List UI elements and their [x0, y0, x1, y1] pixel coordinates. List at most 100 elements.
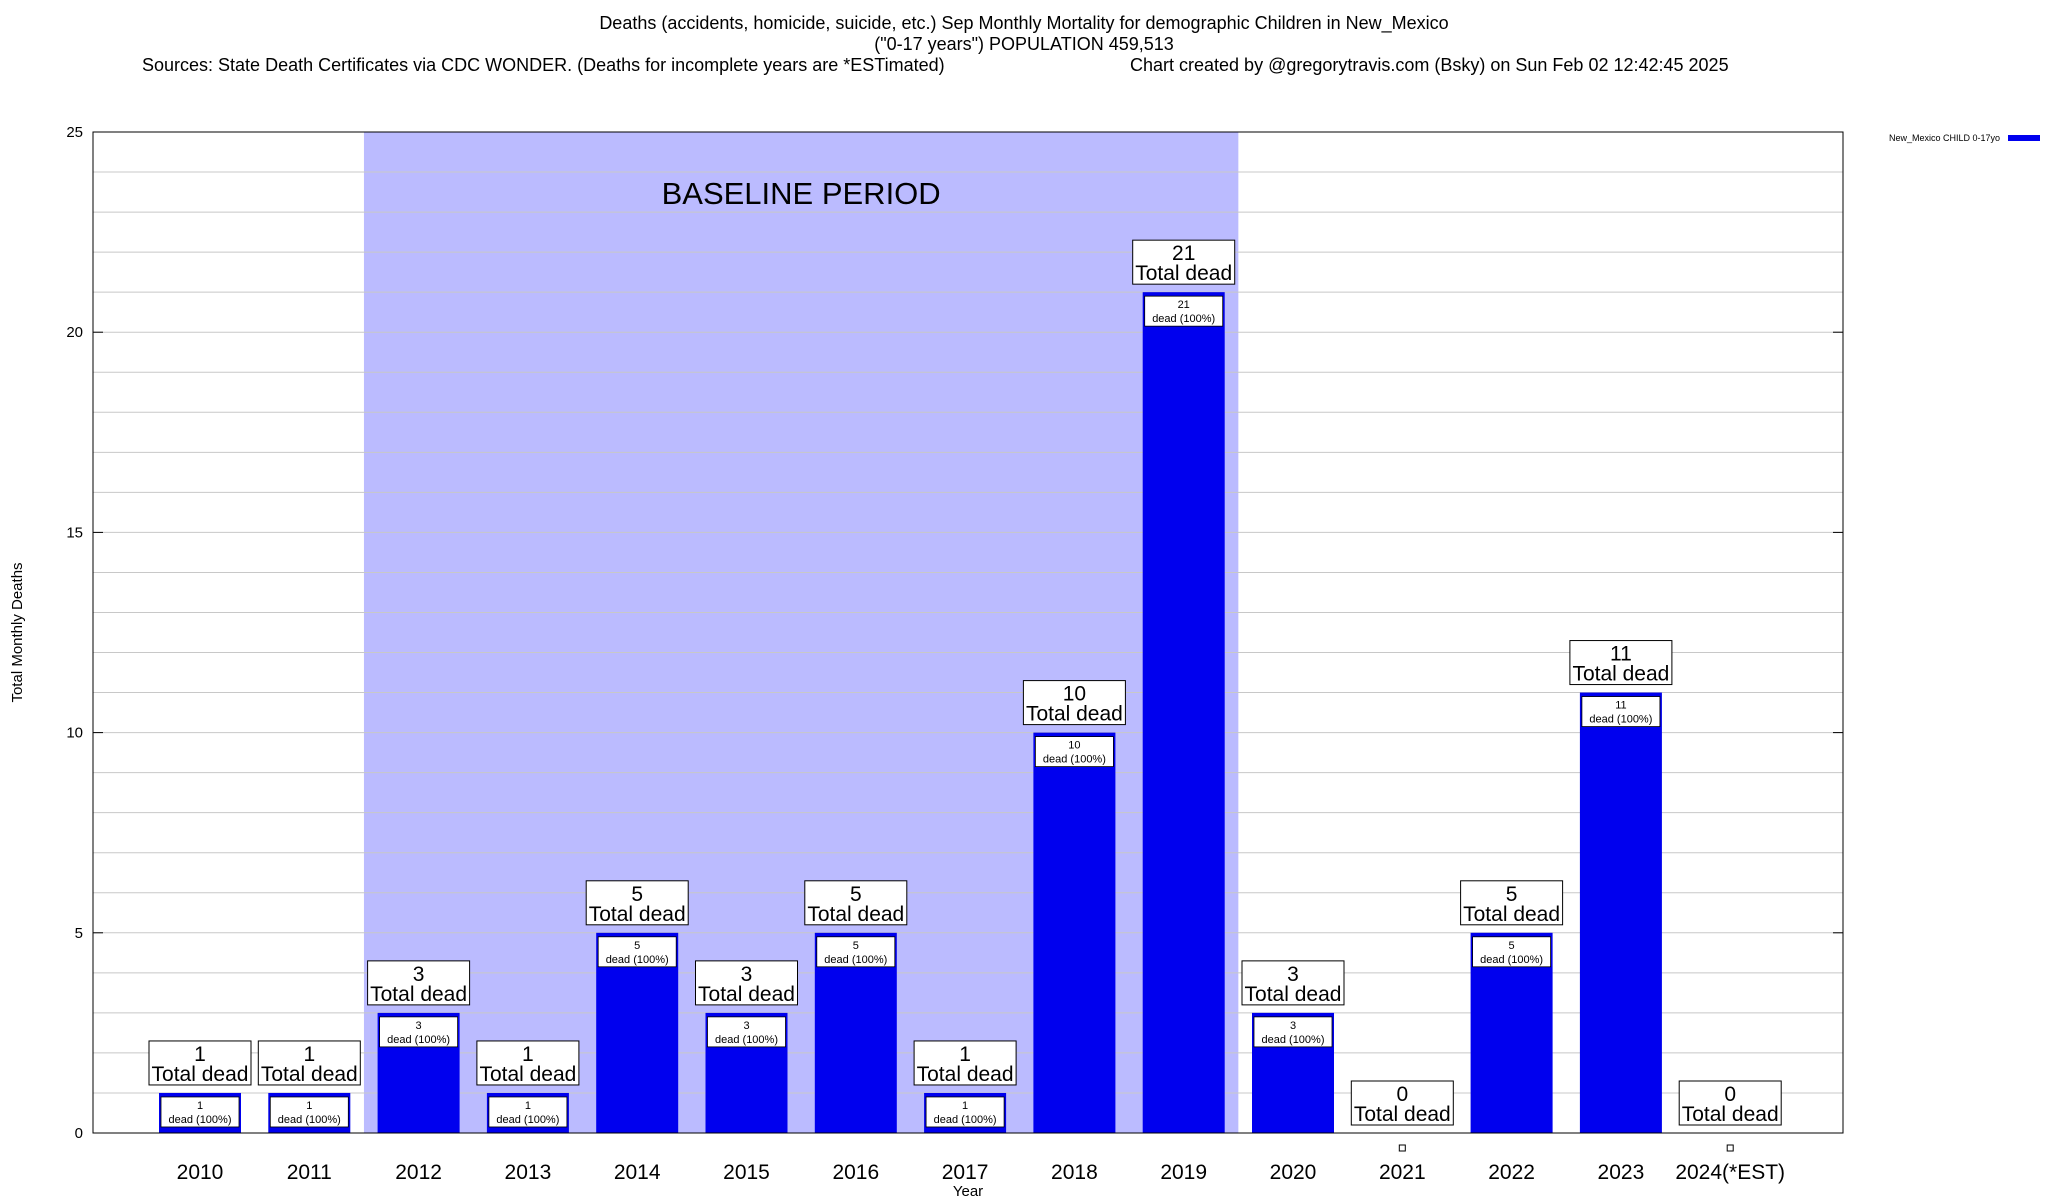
bar-inner-label-text: dead (100%) [606, 954, 669, 966]
x-tick-label: 2021 [1379, 1161, 1426, 1184]
bar-inner-label-value: 3 [743, 1020, 749, 1032]
bar [1033, 732, 1116, 1133]
total-label-text: Total dead [1572, 663, 1669, 686]
bar-inner-label-text: dead (100%) [387, 1034, 450, 1046]
bar-inner-label-text: dead (100%) [496, 1114, 559, 1126]
bar-inner-label-box [597, 936, 677, 968]
total-label-text: Total dead [479, 1063, 576, 1086]
total-label-box [695, 960, 798, 1006]
total-label-box [476, 1040, 580, 1086]
x-tick-label: 2019 [1160, 1161, 1207, 1184]
total-label-value: 5 [1506, 883, 1518, 906]
bar-inner-label-box [1035, 736, 1114, 767]
legend-label: New_Mexico CHILD 0-17yo [1889, 133, 2000, 143]
baseline-label: BASELINE PERIOD [662, 176, 941, 211]
total-label-text: Total dead [589, 903, 686, 926]
x-axis-title: Year [953, 1183, 983, 1200]
total-label-value: 3 [1287, 963, 1299, 986]
total-label-value: 3 [741, 963, 753, 986]
legend-swatch [2008, 135, 2040, 141]
bar-inner-label-text: dead (100%) [169, 1114, 232, 1126]
total-label-text: Total dead [1135, 262, 1232, 285]
total-label-value: 1 [303, 1043, 315, 1066]
bar-inner-label-box [925, 1096, 1005, 1128]
zero-marker [1398, 1144, 1406, 1152]
bar-inner-label-value: 21 [1178, 299, 1190, 311]
total-label-value: 10 [1063, 683, 1086, 706]
x-tick-label: 2012 [395, 1161, 442, 1184]
total-label-text: Total dead [807, 903, 904, 926]
bar-inner-label-value: 5 [853, 940, 859, 952]
bar-inner-label-value: 1 [525, 1100, 531, 1112]
x-tick-label: 2016 [832, 1161, 879, 1184]
bar-inner-label-box [1581, 696, 1661, 727]
total-label-value: 3 [413, 963, 425, 986]
total-label-box [1350, 1080, 1454, 1126]
bar-inner-label-value: 5 [634, 940, 640, 952]
total-label-text: Total dead [152, 1063, 249, 1086]
chart-subtitle: ("0-17 years") POPULATION 459,513 [874, 34, 1174, 54]
x-tick-label: 2011 [287, 1161, 332, 1184]
bar-inner-label-box [269, 1096, 349, 1128]
bar-inner-label-text: dead (100%) [1043, 754, 1106, 766]
bar-inner-label-box [379, 1016, 459, 1048]
x-tick-label: 2015 [723, 1161, 770, 1184]
chart-credit: Chart created by @gregorytravis.com (Bsk… [1130, 55, 1729, 75]
bar-inner-label-text: dead (100%) [934, 1114, 997, 1126]
bar-inner-label-value: 11 [1615, 700, 1626, 712]
total-label-value: 5 [850, 883, 862, 906]
x-tick-label: 2014 [614, 1161, 661, 1184]
y-axis-title: Total Monthly Deaths [9, 562, 26, 702]
total-label-box [1132, 239, 1236, 285]
total-label-box [1678, 1080, 1782, 1126]
y-tick-label: 10 [66, 725, 83, 742]
bar-inner-label-value: 1 [306, 1100, 312, 1112]
y-tick-label: 0 [75, 1125, 83, 1142]
total-label-text: Total dead [917, 1063, 1014, 1086]
x-tick-label: 2013 [505, 1161, 552, 1184]
x-tick-label: 2017 [942, 1161, 989, 1184]
total-label-box [1569, 640, 1673, 686]
total-label-box [585, 880, 689, 926]
bar-inner-label-value: 10 [1068, 740, 1080, 752]
total-label-value: 21 [1172, 242, 1195, 265]
total-label-text: Total dead [698, 983, 795, 1006]
bar [1142, 292, 1225, 1133]
x-tick-label: 2018 [1051, 1161, 1098, 1184]
chart-title: Deaths (accidents, homicide, suicide, et… [599, 13, 1449, 33]
bar-inner-label-text: dead (100%) [1262, 1034, 1325, 1046]
bar-inner-label-text: dead (100%) [1152, 313, 1215, 325]
total-label-text: Total dead [1682, 1103, 1779, 1126]
x-tick-label: 2024(*EST) [1675, 1161, 1785, 1184]
sources-note: Sources: State Death Certificates via CD… [142, 55, 945, 75]
total-label-value: 5 [631, 883, 643, 906]
total-label-value: 1 [959, 1043, 971, 1066]
total-label-value: 11 [1610, 643, 1632, 666]
bar-inner-label-box [1472, 936, 1551, 968]
total-label-text: Total dead [1245, 983, 1342, 1006]
x-tick-label: 2020 [1270, 1161, 1317, 1184]
y-tick-label: 25 [66, 124, 83, 141]
total-label-box [148, 1040, 252, 1086]
total-label-box [804, 880, 908, 926]
x-tick-label: 2010 [177, 1161, 224, 1184]
total-label-text: Total dead [1463, 903, 1560, 926]
plot-frame [92, 131, 1844, 1134]
bar-inner-label-value: 3 [1290, 1020, 1296, 1032]
total-label-value: 1 [522, 1043, 534, 1066]
total-label-text: Total dead [370, 983, 467, 1006]
total-label-text: Total dead [1026, 703, 1123, 726]
bar-inner-label-text: dead (100%) [278, 1114, 341, 1126]
bar-inner-label-box [160, 1096, 240, 1128]
total-label-value: 0 [1396, 1083, 1408, 1106]
total-label-text: Total dead [1354, 1103, 1451, 1126]
bar-inner-label-box [488, 1096, 568, 1128]
total-label-value: 0 [1724, 1083, 1736, 1106]
bar-inner-label-value: 5 [1509, 940, 1515, 952]
x-tick-label: 2023 [1598, 1161, 1645, 1184]
total-label-box [367, 960, 471, 1006]
y-tick-label: 20 [66, 324, 83, 341]
bar-inner-label-box [707, 1016, 786, 1048]
bar-inner-label-box [816, 936, 896, 968]
